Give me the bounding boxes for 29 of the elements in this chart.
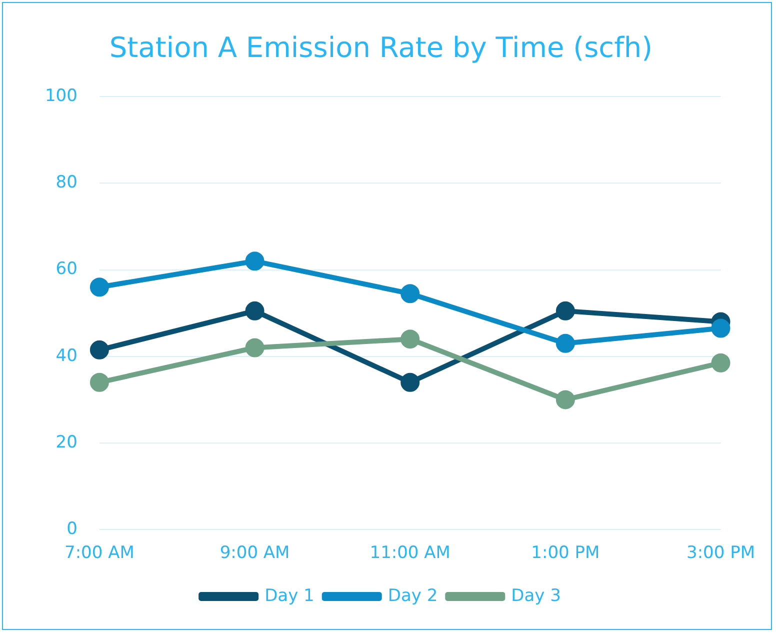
legend-label: Day 2 bbox=[388, 586, 438, 606]
point bbox=[556, 334, 575, 353]
point bbox=[90, 278, 109, 297]
x-tick-label: 3:00 PM bbox=[686, 543, 755, 564]
point bbox=[400, 330, 420, 349]
x-tick-label: 1:00 PM bbox=[531, 543, 600, 564]
y-tick-label: 20 bbox=[56, 432, 78, 452]
point bbox=[400, 372, 420, 392]
y-tick-label: 80 bbox=[56, 172, 78, 193]
point bbox=[400, 284, 420, 304]
point bbox=[711, 318, 730, 338]
y-tick-label: 60 bbox=[56, 259, 78, 280]
chart-title: Station A Emission Rate by Time (scfh) bbox=[109, 31, 653, 64]
legend-label: Day 3 bbox=[511, 586, 561, 606]
point bbox=[245, 338, 264, 358]
x-tick-label: 11:00 AM bbox=[370, 543, 450, 564]
legend-label: Day 1 bbox=[264, 586, 314, 606]
point bbox=[556, 390, 575, 410]
point bbox=[711, 353, 730, 372]
y-tick-label: 0 bbox=[66, 519, 78, 540]
y-tick-label: 40 bbox=[56, 346, 78, 366]
x-tick-label: 9:00 AM bbox=[220, 543, 290, 564]
point bbox=[245, 252, 264, 271]
y-tick-label: 100 bbox=[44, 86, 78, 106]
point bbox=[90, 340, 109, 360]
x-tick-label: 7:00 AM bbox=[64, 543, 134, 564]
point bbox=[556, 301, 575, 320]
point bbox=[90, 372, 109, 392]
point bbox=[245, 301, 264, 320]
